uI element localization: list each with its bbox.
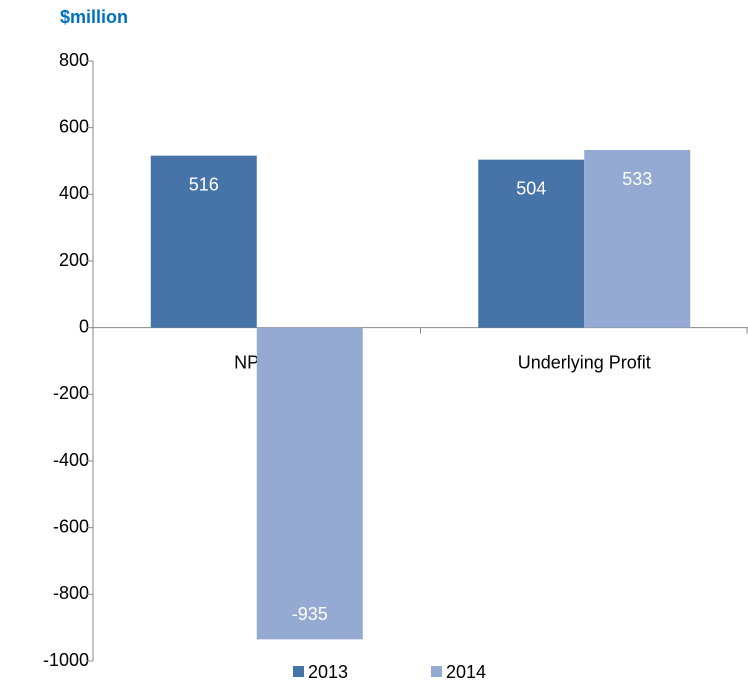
data-label: 504 (516, 178, 546, 198)
data-label: 516 (189, 174, 219, 194)
y-tick-label: -200 (53, 383, 89, 403)
y-tick-label: 200 (59, 250, 89, 270)
y-tick-label: 600 (59, 116, 89, 136)
bar (256, 327, 363, 640)
y-tick-label: -400 (53, 450, 89, 470)
x-tick-label: Underlying Profit (518, 352, 651, 372)
legend-label: 2014 (446, 662, 486, 682)
bar (584, 150, 691, 328)
data-label: 533 (622, 169, 652, 189)
legend-swatch (293, 666, 304, 677)
data-label: -935 (292, 604, 328, 624)
y-tick-label: -600 (53, 516, 89, 536)
y-tick-label: 400 (59, 183, 89, 203)
chart-title: $million (60, 7, 128, 27)
y-tick-label: -800 (53, 583, 89, 603)
bar (478, 159, 585, 328)
y-tick-label: 800 (59, 50, 89, 70)
legend-swatch (431, 666, 442, 677)
y-tick-label: -1000 (43, 650, 89, 670)
y-tick-label: 0 (79, 316, 89, 336)
legend-label: 2013 (308, 662, 348, 682)
bar (150, 155, 257, 328)
